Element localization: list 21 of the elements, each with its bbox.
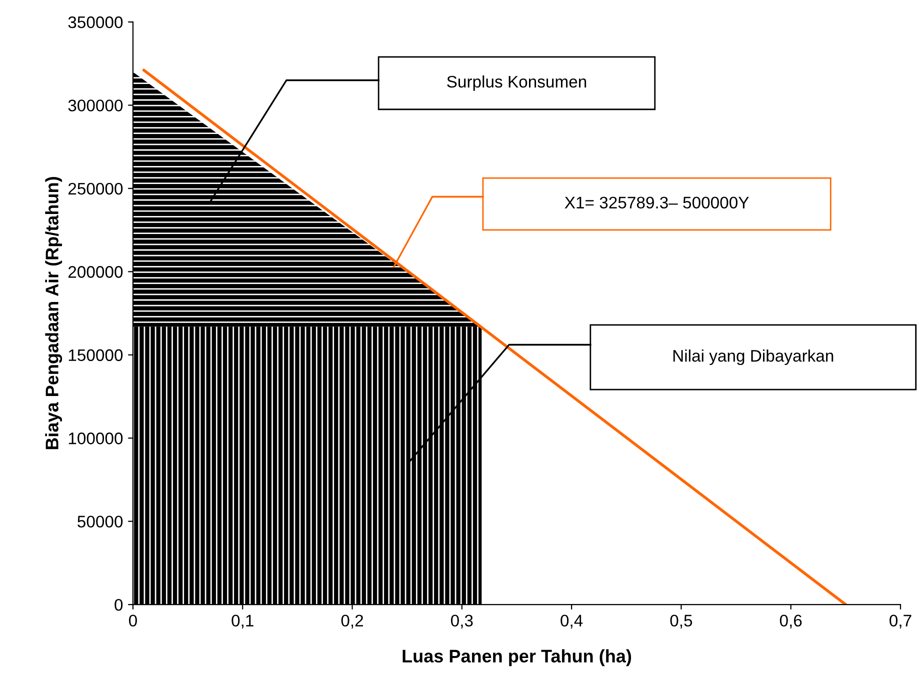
x-tick-label: 0,3 — [450, 614, 473, 628]
x-tick-label: 0,6 — [780, 614, 802, 628]
y-tick-label: 200000 — [68, 266, 123, 278]
x-tick-label: 0,1 — [232, 614, 254, 628]
y-axis-title: Biaya Pengadaan Air (Rp/tahun) — [45, 177, 62, 450]
y-tick-label: 100000 — [68, 432, 123, 444]
y-tick-label: 50000 — [78, 516, 123, 528]
x-tick-label: 0,4 — [560, 614, 583, 628]
y-tick-label: 150000 — [68, 349, 123, 362]
y-tick-label: 300000 — [68, 100, 123, 112]
y-tick-label: 0 — [114, 598, 123, 611]
annotation: X1= 325789.3– 500000Y — [564, 196, 749, 209]
annotation: Surplus Konsumen — [447, 75, 586, 91]
annotation: Nilai yang Dibayarkan — [673, 349, 834, 366]
y-tick-label: 350000 — [68, 16, 123, 28]
x-tick-label: 0,5 — [670, 614, 692, 628]
x-axis-title: Luas Panen per Tahun (ha) — [402, 649, 632, 666]
x-tick-label: 0,2 — [341, 614, 364, 628]
x-tick-label: 0 — [128, 614, 137, 627]
y-tick-label: 250000 — [68, 182, 123, 195]
x-tick-label: 0,7 — [890, 614, 912, 628]
